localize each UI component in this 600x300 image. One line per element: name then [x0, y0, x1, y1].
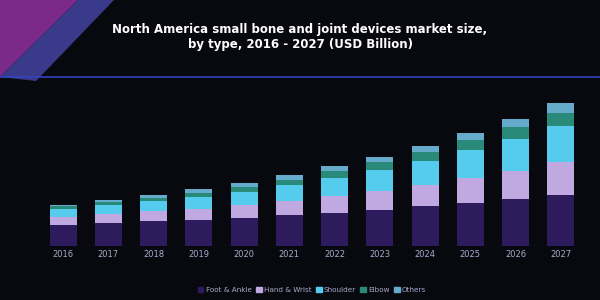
- Bar: [321, 171, 348, 178]
- Bar: [547, 195, 574, 246]
- Bar: [502, 171, 529, 199]
- Bar: [412, 206, 439, 246]
- Bar: [457, 203, 484, 246]
- Legend: Foot & Ankle, Hand & Wrist, Shoulder, Elbow, Others: Foot & Ankle, Hand & Wrist, Shoulder, El…: [195, 284, 429, 296]
- Bar: [547, 113, 574, 126]
- Bar: [321, 166, 348, 171]
- Bar: [457, 178, 484, 203]
- Bar: [457, 140, 484, 150]
- Bar: [140, 197, 167, 201]
- Bar: [185, 209, 212, 220]
- Bar: [50, 209, 77, 217]
- Bar: [412, 146, 439, 152]
- Bar: [230, 218, 258, 246]
- Bar: [366, 162, 394, 170]
- Bar: [366, 170, 394, 191]
- Bar: [50, 217, 77, 225]
- Bar: [366, 191, 394, 210]
- Bar: [321, 196, 348, 213]
- Bar: [412, 152, 439, 161]
- Bar: [185, 197, 212, 209]
- Bar: [321, 178, 348, 196]
- Bar: [276, 215, 303, 246]
- Bar: [230, 183, 258, 187]
- Bar: [95, 202, 122, 205]
- Bar: [366, 210, 394, 246]
- Bar: [95, 223, 122, 246]
- Polygon shape: [0, 0, 78, 77]
- Bar: [95, 214, 122, 223]
- Bar: [230, 187, 258, 192]
- Bar: [502, 127, 529, 139]
- Bar: [412, 185, 439, 206]
- Bar: [502, 139, 529, 171]
- Bar: [230, 205, 258, 218]
- Bar: [185, 189, 212, 193]
- Bar: [276, 180, 303, 185]
- Bar: [457, 133, 484, 140]
- Bar: [50, 205, 77, 206]
- Bar: [457, 150, 484, 178]
- Bar: [412, 161, 439, 185]
- Bar: [276, 185, 303, 201]
- Bar: [140, 201, 167, 212]
- Bar: [230, 192, 258, 205]
- Text: North America small bone and joint devices market size,
by type, 2016 - 2027 (US: North America small bone and joint devic…: [112, 23, 488, 51]
- Bar: [140, 212, 167, 221]
- Bar: [50, 206, 77, 209]
- Bar: [547, 126, 574, 162]
- Bar: [140, 221, 167, 246]
- Bar: [185, 193, 212, 197]
- Bar: [502, 199, 529, 246]
- Bar: [95, 200, 122, 202]
- Bar: [50, 225, 77, 246]
- Bar: [502, 119, 529, 127]
- Bar: [321, 213, 348, 246]
- Bar: [140, 195, 167, 197]
- Bar: [366, 157, 394, 162]
- Bar: [276, 175, 303, 180]
- Polygon shape: [0, 0, 114, 81]
- Bar: [547, 103, 574, 113]
- Bar: [185, 220, 212, 246]
- Bar: [95, 205, 122, 214]
- Bar: [547, 162, 574, 195]
- Bar: [276, 201, 303, 215]
